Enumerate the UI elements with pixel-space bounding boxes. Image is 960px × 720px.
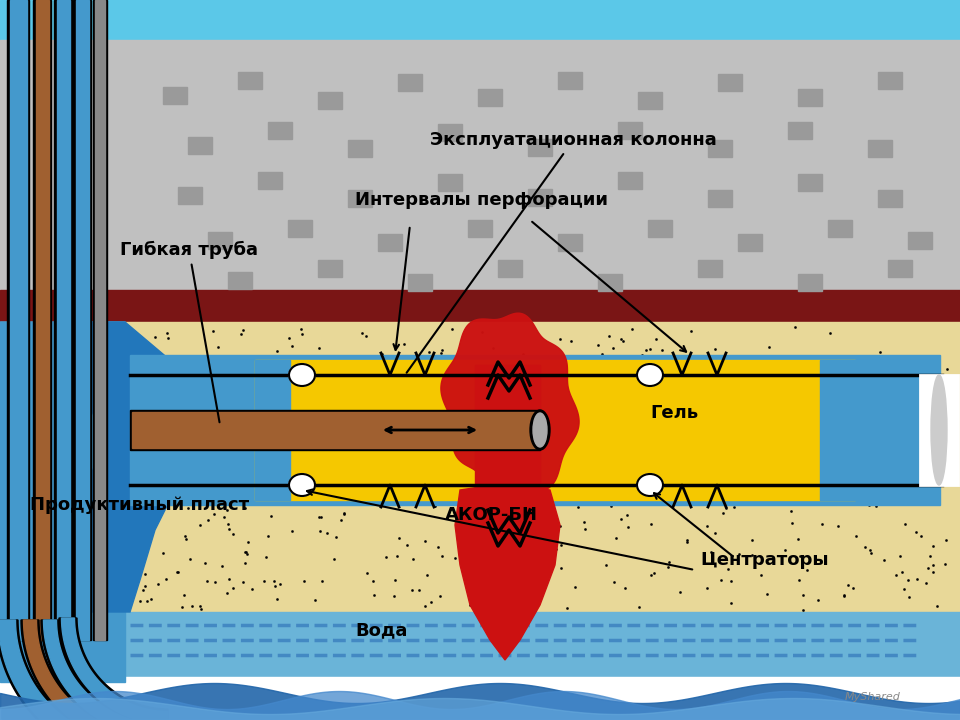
Bar bbox=[718, 74, 742, 91]
Bar bbox=[163, 87, 187, 104]
Bar bbox=[54, 0, 72, 640]
Bar bbox=[0, 612, 960, 677]
Text: Эксплуатационная колонна: Эксплуатационная колонна bbox=[407, 131, 717, 373]
Bar bbox=[478, 89, 502, 106]
Text: Интервалы перфорации: Интервалы перфорации bbox=[355, 191, 608, 209]
Bar bbox=[528, 139, 552, 156]
Bar bbox=[178, 187, 202, 204]
Text: Гибкая труба: Гибкая труба bbox=[120, 241, 258, 422]
Ellipse shape bbox=[931, 375, 947, 485]
Bar bbox=[258, 172, 282, 189]
Text: Вода: Вода bbox=[355, 621, 407, 639]
Bar bbox=[0, 322, 960, 612]
Bar bbox=[238, 72, 262, 89]
Bar bbox=[378, 234, 402, 251]
Bar bbox=[130, 410, 540, 450]
Bar bbox=[188, 137, 212, 154]
Bar bbox=[0, 0, 960, 40]
Bar bbox=[36, 0, 49, 640]
Bar bbox=[698, 260, 722, 277]
Polygon shape bbox=[21, 620, 150, 720]
Polygon shape bbox=[0, 620, 137, 720]
Ellipse shape bbox=[533, 413, 547, 447]
Bar bbox=[0, 290, 960, 322]
Bar bbox=[95, 0, 105, 640]
Polygon shape bbox=[41, 620, 160, 720]
Text: MyShared: MyShared bbox=[845, 692, 900, 702]
Bar bbox=[868, 140, 892, 157]
Polygon shape bbox=[23, 620, 150, 720]
Bar bbox=[398, 74, 422, 91]
Bar bbox=[468, 220, 492, 237]
Ellipse shape bbox=[637, 474, 663, 496]
Bar bbox=[888, 260, 912, 277]
Bar bbox=[10, 0, 27, 640]
Bar bbox=[558, 234, 582, 251]
Bar bbox=[57, 0, 70, 640]
Bar bbox=[348, 140, 372, 157]
Bar bbox=[255, 360, 290, 500]
Bar bbox=[820, 360, 860, 500]
Bar bbox=[798, 174, 822, 191]
Bar bbox=[878, 190, 902, 207]
Polygon shape bbox=[455, 485, 560, 660]
Bar bbox=[648, 220, 672, 237]
Bar bbox=[318, 92, 342, 109]
Polygon shape bbox=[60, 322, 210, 612]
Text: Продуктивный пласт: Продуктивный пласт bbox=[30, 496, 250, 514]
Polygon shape bbox=[59, 618, 168, 720]
Bar bbox=[228, 272, 252, 289]
Bar bbox=[798, 274, 822, 291]
Bar bbox=[638, 92, 662, 109]
Bar bbox=[618, 122, 642, 139]
Bar bbox=[33, 0, 51, 640]
Bar bbox=[288, 220, 312, 237]
Bar bbox=[878, 72, 902, 89]
Bar bbox=[908, 232, 932, 249]
Bar bbox=[208, 232, 232, 249]
Bar bbox=[348, 190, 372, 207]
Polygon shape bbox=[61, 618, 168, 720]
Ellipse shape bbox=[289, 474, 315, 496]
Bar bbox=[438, 174, 462, 191]
Ellipse shape bbox=[530, 410, 550, 450]
Bar bbox=[598, 274, 622, 291]
Bar bbox=[788, 122, 812, 139]
Text: АКОР-БН: АКОР-БН bbox=[445, 506, 538, 524]
Ellipse shape bbox=[289, 364, 315, 386]
Bar bbox=[498, 260, 522, 277]
Polygon shape bbox=[0, 322, 170, 612]
Bar bbox=[528, 189, 552, 206]
Text: Гель: Гель bbox=[650, 404, 698, 422]
Text: Центраторы: Центраторы bbox=[700, 551, 828, 569]
Bar bbox=[408, 274, 432, 291]
Bar bbox=[828, 220, 852, 237]
Bar bbox=[7, 0, 29, 640]
Bar bbox=[708, 190, 732, 207]
Bar bbox=[132, 412, 540, 448]
Bar bbox=[76, 0, 89, 640]
Bar bbox=[920, 375, 958, 485]
Bar bbox=[318, 260, 342, 277]
Bar bbox=[0, 40, 960, 290]
Bar bbox=[130, 355, 940, 505]
Ellipse shape bbox=[637, 364, 663, 386]
Bar bbox=[255, 360, 855, 500]
Bar bbox=[93, 0, 107, 640]
Polygon shape bbox=[0, 620, 137, 720]
Bar bbox=[798, 89, 822, 106]
Bar bbox=[618, 172, 642, 189]
Bar bbox=[0, 677, 960, 720]
Polygon shape bbox=[441, 313, 579, 497]
Bar bbox=[438, 124, 462, 141]
Bar bbox=[0, 322, 125, 682]
Polygon shape bbox=[43, 620, 160, 720]
Bar bbox=[268, 122, 292, 139]
Bar bbox=[708, 140, 732, 157]
Bar bbox=[73, 0, 91, 640]
Bar bbox=[475, 365, 540, 495]
Bar bbox=[738, 234, 762, 251]
Bar bbox=[558, 72, 582, 89]
